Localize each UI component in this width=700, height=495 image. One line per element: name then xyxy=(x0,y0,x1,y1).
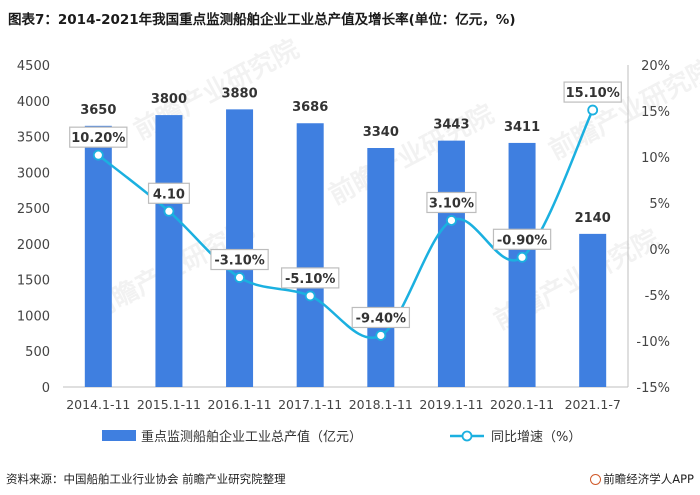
bar-value-label: 3800 xyxy=(151,92,187,107)
legend-label: 同比增速（%） xyxy=(491,430,581,445)
line-value-label: -9.40% xyxy=(351,306,411,329)
growth-point-2015.1-11 xyxy=(163,205,175,217)
bar-value-label: 3880 xyxy=(221,86,257,101)
growth-point-2018.1-11 xyxy=(375,330,387,341)
label-box xyxy=(280,267,340,289)
brand-credit: 前瞻经济学人APP xyxy=(590,471,694,487)
right-tick-label: -5% xyxy=(645,289,670,304)
bar-2014.1-11 xyxy=(84,125,112,388)
label-text: 4.10 xyxy=(153,187,185,202)
line-value-label: 15.10% xyxy=(563,81,622,103)
bar-value-label: 3340 xyxy=(363,125,399,140)
bar-2018.1-11 xyxy=(367,148,395,387)
growth-point-2020.1-11 xyxy=(516,251,528,263)
x-axis-ticks: 2014.1-11 2015.1-11 2016.1-11 2017.1-11 2018… xyxy=(66,397,621,412)
growth-point-2014.1-11 xyxy=(92,149,104,161)
watermark-text: 前瞻产业研究院 xyxy=(129,33,304,146)
x-tick-label: 2020.1-11 xyxy=(490,397,554,412)
label-box xyxy=(426,191,477,214)
legend-label: 重点监测船舶企业工业总产值（亿元） xyxy=(141,429,362,445)
label-text: -5.10% xyxy=(285,272,336,287)
right-tick-label: 5% xyxy=(649,197,670,212)
bar-2015.1-11 xyxy=(155,115,183,387)
left-tick-label: 0 xyxy=(42,381,50,396)
bar-2019.1-11 xyxy=(437,140,465,387)
right-tick-label: -10% xyxy=(636,335,670,350)
right-tick-label: 20% xyxy=(641,59,670,74)
x-tick-label: 2021.1-7 xyxy=(565,397,621,412)
label-text: 15.10% xyxy=(566,86,620,101)
line-value-label: -0.90% xyxy=(492,228,552,250)
line-value-label: -5.10% xyxy=(280,267,340,289)
bar-series xyxy=(84,109,607,388)
label-text: -0.90% xyxy=(497,233,548,248)
line-series xyxy=(92,104,599,341)
legend-item-bar: 重点监测船舶企业工业总产值（亿元） xyxy=(102,429,362,445)
bar-data-labels: 3650 3800 3880 3686 3340 3443 3411 2140 xyxy=(80,86,611,226)
source-note: 资料来源：中国船舶工业行业协会 前瞻产业研究院整理 xyxy=(6,472,286,486)
chart-title: 图表7：2014-2021年我国重点监测船舶企业工业总产值及增长率(单位：亿元，… xyxy=(8,12,516,28)
x-tick-label: 2017.1-11 xyxy=(278,397,342,412)
label-box xyxy=(69,126,128,148)
legend-swatch-bar xyxy=(102,430,136,441)
bar-2021.1-7 xyxy=(579,233,607,387)
x-tick-label: 2015.1-11 xyxy=(137,397,201,412)
x-tick-label: 2014.1-11 xyxy=(66,397,130,412)
right-tick-label: 15% xyxy=(641,105,670,120)
right-tick-label: 0% xyxy=(649,243,670,258)
line-value-label: 3.10% xyxy=(426,191,477,214)
label-text: 10.20% xyxy=(71,131,125,146)
left-tick-label: 3500 xyxy=(17,131,50,146)
bar-value-label: 3443 xyxy=(433,118,469,133)
bar-2016.1-11 xyxy=(226,109,254,387)
line-value-label: -3.10% xyxy=(210,248,269,271)
left-tick-label: 2500 xyxy=(17,202,50,217)
legend: 重点监测船舶企业工业总产值（亿元） 同比增速（%） xyxy=(102,429,581,445)
left-tick-label: 4500 xyxy=(17,59,50,74)
label-box xyxy=(351,306,411,329)
bar-value-label: 3686 xyxy=(292,100,328,115)
x-tick-label: 2019.1-11 xyxy=(419,397,483,412)
x-tick-label: 2018.1-11 xyxy=(349,397,413,412)
growth-point-2016.1-11 xyxy=(234,272,245,283)
label-box xyxy=(147,182,190,204)
label-text: -9.40% xyxy=(356,311,407,326)
line-data-labels: 10.20% 4.10 -3.10% -5.10% -9.40% 3.10% -0.90% 1… xyxy=(69,81,622,329)
growth-point-2021.1-7 xyxy=(587,104,599,116)
right-tick-label: 10% xyxy=(641,151,670,166)
left-tick-label: 500 xyxy=(25,345,50,360)
left-tick-label: 1500 xyxy=(17,274,50,289)
bar-2020.1-11 xyxy=(508,142,536,387)
left-axis-ticks: 0 500 1000 1500 2000 2500 3000 3500 4000 4500 xyxy=(17,59,50,396)
right-axis-ticks: -15% -10% -5% 0% 5% 10% 15% 20% xyxy=(636,59,670,396)
growth-point-2017.1-11 xyxy=(304,290,316,302)
footer: 资料来源：中国船舶工业行业协会 前瞻产业研究院整理 前瞻经济学人APP xyxy=(6,471,694,487)
label-box xyxy=(210,248,269,271)
right-tick-label: -15% xyxy=(636,381,670,396)
label-text: 3.10% xyxy=(429,196,474,211)
watermark-text: 前瞻产业研究院 xyxy=(544,53,700,166)
label-text: -3.10% xyxy=(214,254,265,269)
x-tick-label: 2016.1-11 xyxy=(207,397,271,412)
bar-2017.1-11 xyxy=(296,123,324,388)
legend-swatch-marker xyxy=(461,430,473,442)
left-tick-label: 1000 xyxy=(17,309,50,324)
left-tick-label: 4000 xyxy=(17,95,50,110)
line-value-label: 10.20% xyxy=(69,126,128,148)
growth-point-2019.1-11 xyxy=(446,215,457,226)
brand-text: 前瞻经济学人APP xyxy=(603,472,694,486)
label-box xyxy=(563,81,622,103)
left-tick-label: 3000 xyxy=(17,166,50,181)
combo-chart: 前瞻产业研究院前瞻产业研究院前瞻产业研究院前瞻产业研究院前瞻产业研究院 3650… xyxy=(17,33,700,445)
label-box xyxy=(492,228,552,250)
bar-value-label: 3650 xyxy=(80,103,116,118)
line-value-label: 4.10 xyxy=(147,182,190,204)
bar-value-label: 3411 xyxy=(504,120,540,135)
legend-item-line: 同比增速（%） xyxy=(450,430,581,445)
brand-logo-icon xyxy=(590,474,602,485)
bar-value-label: 2140 xyxy=(575,211,611,226)
left-tick-label: 2000 xyxy=(17,238,50,253)
